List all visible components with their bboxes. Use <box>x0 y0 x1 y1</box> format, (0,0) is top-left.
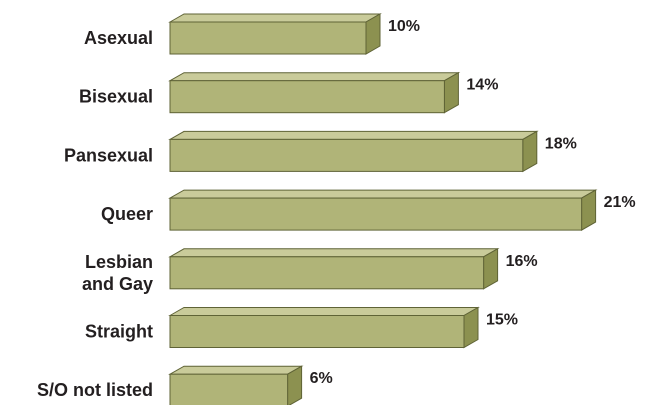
bar-top-face-s-o-not-listed <box>168 365 304 375</box>
bar-front-face-queer <box>169 197 583 231</box>
value-label-bisexual: 14% <box>466 77 498 94</box>
value-labels-group: 10% 14% 18% 21% 16% 15% 6% <box>310 18 636 387</box>
category-labels-group: Asexual Bisexual Pansexual Queer Lesbian and … <box>37 28 153 400</box>
bar-front-face-bisexual <box>169 80 445 114</box>
value-label-s-o-not-listed: 6% <box>310 370 333 387</box>
bar-front-face-asexual <box>169 21 367 55</box>
category-label-queer: Queer <box>101 204 153 224</box>
bars-group <box>168 13 598 405</box>
category-label-bisexual: Bisexual <box>79 87 153 107</box>
value-label-queer: 21% <box>604 194 636 211</box>
bar-front-face-lesbian-and-gay <box>169 256 485 290</box>
bar-straight <box>168 306 480 349</box>
value-label-straight: 15% <box>486 312 518 329</box>
category-label-pansexual: Pansexual <box>64 145 153 165</box>
bar-s-o-not-listed <box>168 365 304 405</box>
bar-asexual <box>168 13 382 55</box>
bar-front-face-s-o-not-listed <box>169 373 289 405</box>
value-label-pansexual: 18% <box>545 135 577 152</box>
bar-pansexual <box>168 130 539 173</box>
bar-top-face-lesbian-and-gay <box>168 248 500 258</box>
bar-queer <box>168 189 598 231</box>
category-label-straight: Straight <box>85 322 153 342</box>
bar-lesbian-and-gay <box>168 247 500 290</box>
bar-top-face-asexual <box>168 13 382 23</box>
bar-front-face-pansexual <box>169 138 524 172</box>
bar-front-face-straight <box>169 315 465 348</box>
category-label-lesbian-and-gay: Lesbian and Gay <box>82 252 153 294</box>
value-label-lesbian-and-gay: 16% <box>506 253 538 270</box>
category-label-s-o-not-listed: S/O not listed <box>37 380 153 400</box>
bar-top-face-straight <box>168 307 480 316</box>
bar-top-face-bisexual <box>168 72 461 82</box>
bar-top-face-pansexual <box>168 130 539 140</box>
value-label-asexual: 10% <box>388 18 420 35</box>
bar-bisexual <box>168 71 461 114</box>
category-label-asexual: Asexual <box>84 28 153 48</box>
bar-top-face-queer <box>168 189 598 199</box>
